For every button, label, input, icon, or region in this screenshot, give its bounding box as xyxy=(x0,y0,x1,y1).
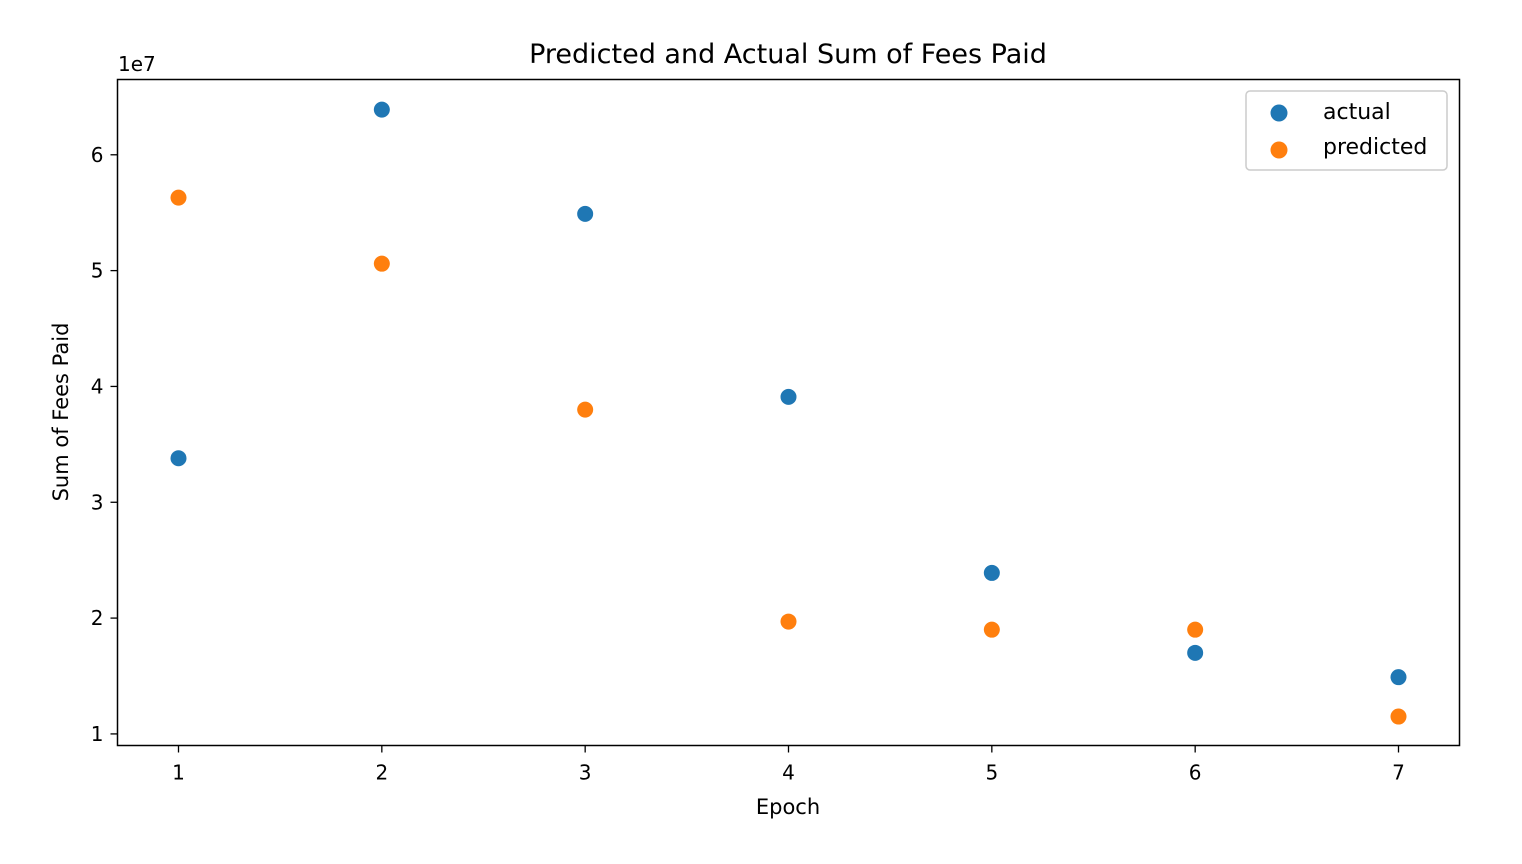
data-point-actual xyxy=(1390,669,1407,686)
x-axis-ticks: 1 2 3 4 5 6 7 xyxy=(172,745,1405,785)
data-point-actual xyxy=(983,564,1000,581)
x-tick-label: 2 xyxy=(375,761,388,785)
y-tick-label: 5 xyxy=(91,259,104,283)
y-axis-offset-label: 1e7 xyxy=(118,52,156,76)
chart-title: Predicted and Actual Sum of Fees Paid xyxy=(529,39,1047,70)
data-point-actual xyxy=(780,388,797,405)
y-tick-label: 2 xyxy=(91,606,104,630)
legend-marker-predicted xyxy=(1270,141,1288,159)
legend-label-predicted: predicted xyxy=(1323,135,1427,160)
data-point-predicted xyxy=(780,613,797,630)
y-tick-label: 4 xyxy=(91,374,104,398)
data-point-actual xyxy=(1187,644,1204,661)
data-point-predicted xyxy=(373,255,390,272)
x-tick-label: 7 xyxy=(1392,761,1405,785)
y-axis-ticks: 1 2 3 4 5 6 xyxy=(91,143,118,746)
data-point-actual xyxy=(170,450,187,467)
data-points xyxy=(170,101,1407,725)
data-point-predicted xyxy=(1390,708,1407,725)
legend-marker-actual xyxy=(1270,104,1288,122)
legend: actual predicted xyxy=(1245,90,1448,171)
x-tick-label: 5 xyxy=(985,761,998,785)
y-tick-label: 1 xyxy=(91,722,104,746)
legend-frame xyxy=(1245,90,1448,171)
data-point-actual xyxy=(373,101,390,118)
y-axis-label: Sum of Fees Paid xyxy=(49,323,73,502)
x-tick-label: 6 xyxy=(1189,761,1202,785)
data-point-predicted xyxy=(1187,621,1204,638)
data-point-predicted xyxy=(170,189,187,206)
y-tick-label: 3 xyxy=(91,490,104,514)
x-axis-label: Epoch xyxy=(756,795,820,819)
x-tick-label: 3 xyxy=(579,761,592,785)
plot-area-frame xyxy=(116,78,1461,747)
y-tick-label: 6 xyxy=(91,143,104,167)
data-point-predicted xyxy=(577,401,594,418)
data-point-actual xyxy=(577,205,594,222)
legend-label-actual: actual xyxy=(1323,100,1391,125)
data-point-predicted xyxy=(983,621,1000,638)
x-tick-label: 1 xyxy=(172,761,185,785)
x-tick-label: 4 xyxy=(782,761,795,785)
